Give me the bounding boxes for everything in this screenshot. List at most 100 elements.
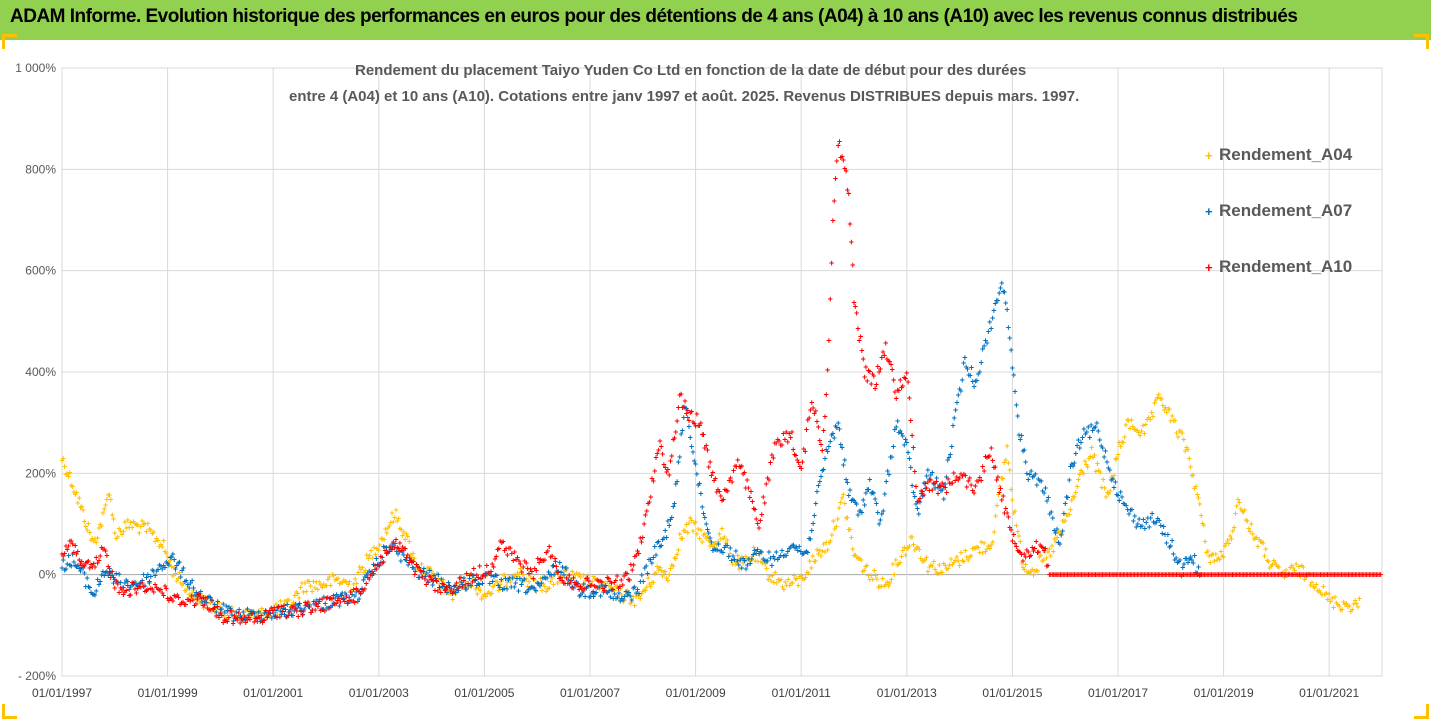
data-point: + — [202, 592, 207, 602]
data-point: + — [157, 585, 162, 595]
data-point: + — [102, 570, 107, 580]
data-point: + — [367, 551, 372, 561]
data-point: + — [1228, 531, 1233, 541]
data-point: + — [128, 518, 133, 528]
legend-label-a07: Rendement_A07 — [1219, 201, 1353, 220]
data-point: + — [99, 570, 104, 580]
data-point: + — [574, 577, 579, 587]
data-point: + — [484, 561, 489, 571]
data-point: + — [389, 545, 394, 555]
data-point: + — [164, 557, 169, 567]
data-point: + — [725, 486, 730, 496]
data-point: + — [771, 578, 776, 588]
data-point: + — [1195, 570, 1200, 580]
data-point: + — [371, 542, 376, 552]
data-point: + — [345, 580, 350, 590]
data-point: + — [496, 543, 501, 553]
data-point: + — [131, 579, 136, 589]
data-point: + — [1146, 413, 1151, 423]
data-point: + — [1004, 441, 1009, 451]
data-point: + — [728, 543, 733, 553]
data-point: + — [464, 584, 469, 594]
data-point: + — [1020, 563, 1025, 573]
data-point: + — [1199, 511, 1204, 521]
data-point: + — [930, 561, 935, 571]
data-point: + — [67, 560, 72, 570]
data-point: + — [571, 583, 576, 593]
data-point: + — [88, 535, 93, 545]
data-point: + — [519, 567, 524, 577]
data-point: + — [895, 416, 900, 426]
data-point: + — [511, 555, 516, 565]
data-point: + — [649, 558, 654, 568]
data-point: + — [1321, 581, 1326, 591]
data-point: + — [577, 591, 582, 601]
data-point: + — [639, 589, 644, 599]
data-point: + — [733, 559, 738, 569]
data-point: + — [694, 529, 699, 539]
data-point: + — [1217, 555, 1222, 565]
data-point: + — [979, 357, 984, 367]
data-point: + — [1235, 570, 1240, 580]
data-point: + — [526, 577, 531, 587]
data-point: + — [1167, 404, 1172, 414]
data-point: + — [404, 529, 409, 539]
data-point: + — [374, 544, 379, 554]
data-point: + — [822, 547, 827, 557]
data-point: + — [106, 490, 111, 500]
data-point: + — [551, 560, 556, 570]
data-point: + — [851, 495, 856, 505]
data-point: + — [1243, 515, 1248, 525]
data-point: + — [874, 380, 879, 390]
data-point: + — [1356, 570, 1361, 580]
data-point: + — [1119, 492, 1124, 502]
data-point: + — [904, 437, 909, 447]
data-point: + — [242, 613, 247, 623]
data-point: + — [896, 427, 901, 437]
data-point: + — [1351, 570, 1356, 580]
data-point: + — [601, 587, 606, 597]
data-point: + — [977, 367, 982, 377]
data-point: + — [762, 556, 767, 566]
frame-corner-top-right — [1414, 34, 1429, 49]
data-point: + — [125, 581, 130, 591]
data-point: + — [1052, 570, 1057, 580]
data-point: + — [1115, 570, 1120, 580]
data-point: + — [1125, 415, 1130, 425]
data-point: + — [166, 557, 171, 567]
data-point: + — [1067, 475, 1072, 485]
data-point: + — [467, 580, 472, 590]
data-point: + — [1178, 570, 1183, 580]
data-point: + — [917, 493, 922, 503]
data-point: + — [1106, 489, 1111, 499]
data-point: + — [1191, 470, 1196, 480]
data-point: + — [1082, 456, 1087, 466]
data-point: + — [628, 559, 633, 569]
data-point: + — [565, 578, 570, 588]
data-point: + — [1235, 494, 1240, 504]
data-point: + — [853, 497, 858, 507]
data-point: + — [668, 564, 673, 574]
data-point: + — [1026, 474, 1031, 484]
data-point: + — [1338, 605, 1343, 615]
data-point: + — [810, 551, 815, 561]
data-point: + — [1332, 592, 1337, 602]
data-point: + — [940, 568, 945, 578]
data-point: + — [1224, 539, 1229, 549]
data-point: + — [598, 591, 603, 601]
data-point: + — [507, 573, 512, 583]
data-point: + — [1036, 547, 1041, 557]
data-point: + — [1315, 570, 1320, 580]
data-point: + — [197, 596, 202, 606]
data-point: + — [617, 582, 622, 592]
data-point: + — [1070, 492, 1075, 502]
data-point: + — [1153, 570, 1158, 580]
data-point: + — [421, 567, 426, 577]
data-point: + — [742, 557, 747, 567]
data-point: + — [1128, 570, 1133, 580]
data-point: + — [420, 572, 425, 582]
data-point: + — [1084, 427, 1089, 437]
data-point: + — [749, 554, 754, 564]
data-point: + — [1350, 604, 1355, 614]
data-point: + — [774, 438, 779, 448]
